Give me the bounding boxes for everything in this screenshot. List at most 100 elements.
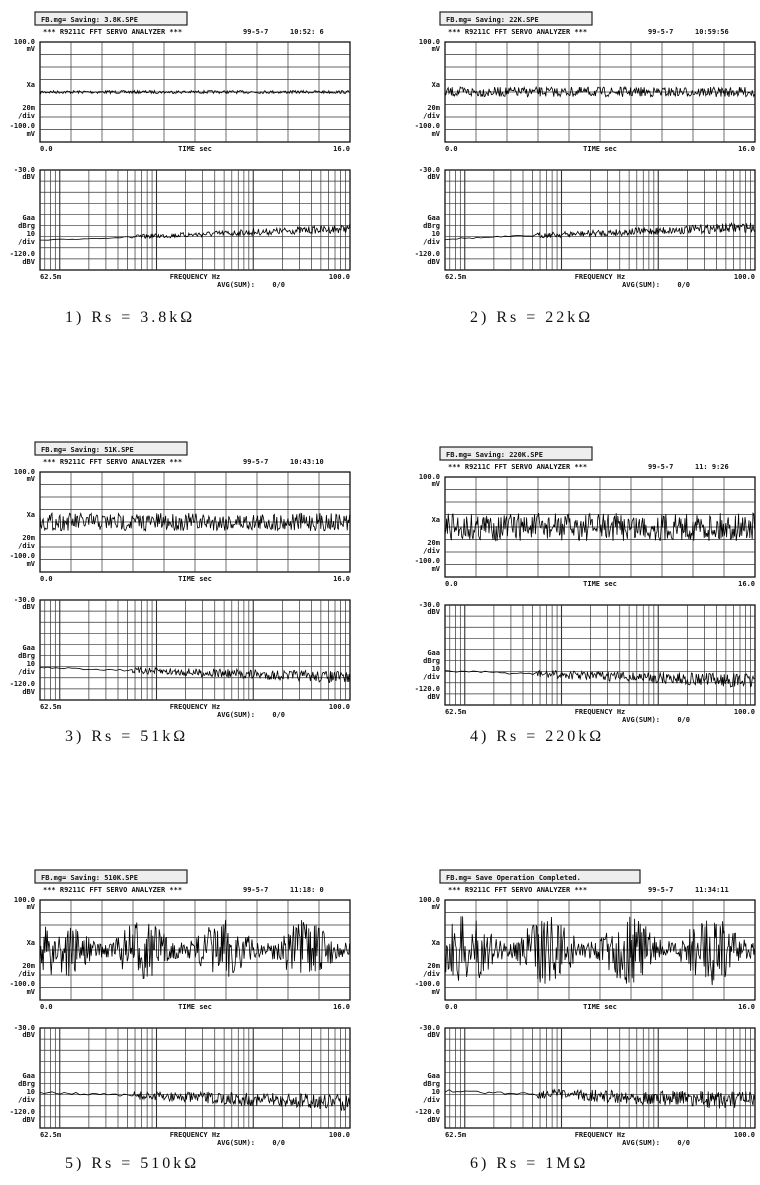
axis-label: dBrg [18, 222, 35, 230]
axis-label: Gaa [427, 649, 440, 657]
status-box [34, 11, 188, 26]
time-trace [444, 85, 755, 98]
status-box [439, 869, 641, 884]
axis-label: /div [423, 238, 440, 246]
axis-label: 100.0 [419, 896, 440, 904]
axis-label: /div [18, 112, 35, 120]
axis-label: -100.0 [415, 557, 440, 565]
axis-label: 16.0 [333, 575, 350, 583]
axis-label: 16.0 [333, 1003, 350, 1011]
status-box [439, 11, 593, 26]
time-trace [39, 919, 350, 980]
axis-label: 0/0 [272, 711, 285, 719]
axis-label: 100.0 [329, 273, 350, 281]
axis-label: Gaa [22, 214, 35, 222]
analyzer-name: *** R9211C FFT SERVO ANALYZER *** [43, 28, 182, 36]
axis-label: mV [27, 988, 36, 996]
axis-label: /div [423, 1096, 440, 1104]
date: 99-5-7 [648, 28, 673, 36]
status-text: FB.mg= Save Operation Completed. [446, 874, 581, 882]
axis-label: dBV [427, 1031, 440, 1039]
axis-label: -120.0 [10, 250, 35, 258]
axis-label: dBV [22, 688, 35, 696]
analyzer-panel: FB.mg= Saving: 220K.SPE *** R9211C FFT SE… [415, 446, 756, 724]
axis-label: 100.0 [14, 38, 35, 46]
time: 10:59:56 [695, 28, 729, 36]
freq-plot-frame [39, 1027, 351, 1129]
axis-label: mV [27, 130, 36, 138]
status-text: FB.mg= Saving: 510K.SPE [41, 874, 138, 882]
panel-caption: 2) Rs = 22kΩ [470, 309, 593, 326]
axis-label: 0.0 [445, 145, 458, 153]
axis-label: -30.0 [419, 166, 440, 174]
axis-label: 16.0 [738, 1003, 755, 1011]
axis-label: -120.0 [415, 250, 440, 258]
axis-label: Xa [432, 81, 440, 89]
axis-label: Xa [27, 939, 35, 947]
axis-label: dBV [22, 603, 35, 611]
axis-label: dBV [427, 693, 440, 701]
date: 99-5-7 [243, 28, 268, 36]
axis-label: FREQUENCY Hz [170, 273, 221, 281]
axis-label: 16.0 [333, 145, 350, 153]
axis-label: Gaa [427, 1072, 440, 1080]
axis-label: mV [27, 475, 36, 483]
axis-label: 100.0 [734, 708, 755, 716]
axis-label: 10 [27, 1088, 35, 1096]
axis-label: AVG(SUM): [217, 711, 255, 719]
axis-label: dBrg [423, 1080, 440, 1088]
status-text: FB.mg= Saving: 22K.SPE [446, 16, 539, 24]
time: 11:34:11 [695, 886, 729, 894]
axis-label: 100.0 [14, 896, 35, 904]
axis-label: Xa [432, 516, 440, 524]
analyzer-panel: FB.mg= Saving: 3.8K.SPE *** R9211C FFT SE… [10, 11, 351, 289]
axis-label: -30.0 [14, 1024, 35, 1032]
axis-label: /div [18, 238, 35, 246]
axis-label: 0.0 [40, 1003, 53, 1011]
axis-label: 0.0 [40, 145, 53, 153]
axis-label: /div [423, 547, 440, 555]
axis-label: Gaa [427, 214, 440, 222]
axis-label: 0/0 [677, 716, 690, 724]
axis-label: FREQUENCY Hz [170, 1131, 221, 1139]
axis-label: AVG(SUM): [622, 1139, 660, 1147]
axis-label: 10 [432, 665, 440, 673]
axis-label: 20m [427, 539, 440, 547]
axis-label: TIME sec [178, 575, 212, 583]
axis-label: 10 [432, 1088, 440, 1096]
date: 99-5-7 [243, 458, 268, 466]
axis-label: 20m [427, 962, 440, 970]
axis-label: 100.0 [419, 473, 440, 481]
axis-label: 100.0 [419, 38, 440, 46]
axis-label: /div [18, 542, 35, 550]
axis-label: /div [423, 673, 440, 681]
analyzer-name: *** R9211C FFT SERVO ANALYZER *** [43, 886, 182, 894]
axis-label: FREQUENCY Hz [575, 708, 626, 716]
axis-label: 62.5m [40, 273, 61, 281]
axis-label: -100.0 [10, 122, 35, 130]
status-text: FB.mg= Saving: 51K.SPE [41, 446, 134, 454]
axis-label: 0.0 [445, 1003, 458, 1011]
axis-label: -120.0 [415, 685, 440, 693]
axis-label: dBV [427, 608, 440, 616]
axis-label: Xa [27, 81, 35, 89]
spectrum-trace [40, 224, 350, 241]
axis-label: 10 [27, 230, 35, 238]
time-trace [444, 512, 755, 542]
time: 10:52: 6 [290, 28, 324, 36]
status-text: FB.mg= Saving: 3.8K.SPE [41, 16, 138, 24]
axis-label: -100.0 [10, 980, 35, 988]
freq-plot-frame [444, 604, 756, 706]
date: 99-5-7 [243, 886, 268, 894]
spectrum-trace [444, 669, 755, 688]
axis-label: 62.5m [40, 1131, 61, 1139]
axis-label: 62.5m [445, 708, 466, 716]
status-text: FB.mg= Saving: 220K.SPE [446, 451, 543, 459]
axis-label: 20m [22, 534, 35, 542]
analyzer-panel: FB.mg= Saving: 22K.SPE *** R9211C FFT SER… [415, 11, 756, 289]
axis-label: 62.5m [445, 1131, 466, 1139]
freq-plot-frame [39, 599, 351, 701]
analyzer-panel: FB.mg= Saving: 51K.SPE *** R9211C FFT SER… [10, 441, 351, 719]
time: 10:43:10 [290, 458, 324, 466]
